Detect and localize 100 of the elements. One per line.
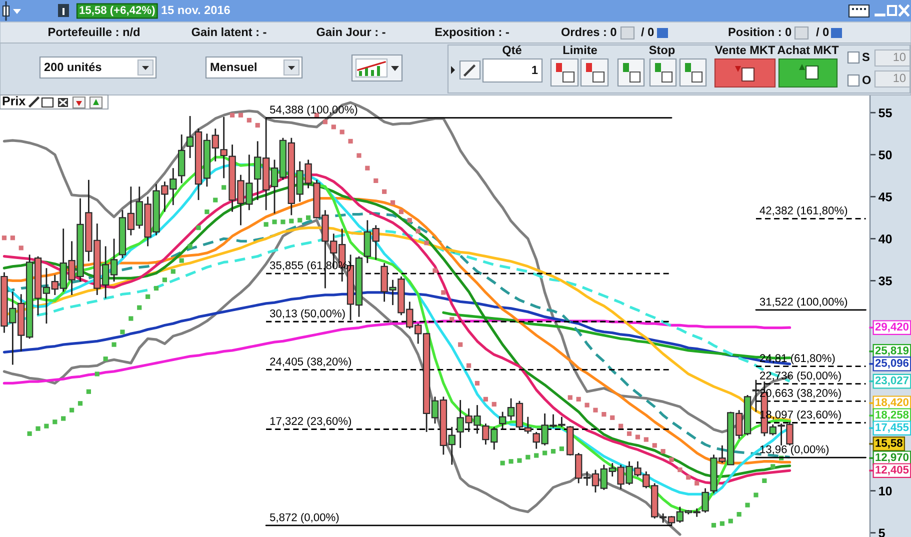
point bbox=[508, 459, 514, 464]
point bbox=[264, 222, 268, 227]
point bbox=[356, 153, 362, 158]
series-label: 5,872 (0,00%) bbox=[270, 513, 339, 524]
point bbox=[94, 372, 100, 376]
point bbox=[660, 448, 666, 454]
point bbox=[322, 120, 328, 124]
text: 1 bbox=[532, 66, 538, 74]
point bbox=[238, 112, 244, 118]
point bbox=[694, 480, 700, 486]
point bbox=[432, 268, 438, 273]
series-label: 24,81 (61,80%) bbox=[760, 354, 835, 364]
series-label: 30,13 (50,00%) bbox=[270, 309, 345, 320]
text: 10 bbox=[894, 52, 906, 62]
text: Vente MKT bbox=[714, 46, 776, 54]
point bbox=[103, 356, 108, 362]
text: Ordres : 0 bbox=[561, 28, 616, 36]
point bbox=[204, 210, 210, 214]
point bbox=[255, 122, 260, 128]
text: 25,819 bbox=[875, 346, 909, 356]
point bbox=[542, 450, 548, 456]
point bbox=[154, 286, 159, 291]
text: Position : 0 bbox=[728, 28, 792, 36]
chart-title: Prix bbox=[2, 96, 26, 106]
text: Mensuel bbox=[210, 62, 256, 72]
text: 23,027 bbox=[875, 376, 908, 386]
series-label: 54,388 (100,00%) bbox=[270, 105, 358, 116]
point bbox=[86, 389, 91, 394]
point bbox=[18, 246, 24, 250]
point bbox=[568, 395, 572, 400]
point bbox=[340, 130, 344, 134]
candlestick bbox=[752, 379, 760, 412]
text: S bbox=[862, 52, 870, 62]
y-tick-label: 55 bbox=[878, 108, 892, 118]
point bbox=[222, 185, 226, 190]
point bbox=[576, 396, 581, 402]
point bbox=[550, 448, 556, 454]
candlestick bbox=[220, 116, 228, 179]
point bbox=[179, 258, 184, 263]
point bbox=[754, 492, 758, 498]
point bbox=[36, 426, 40, 431]
point bbox=[517, 458, 522, 463]
text: Achat MKT bbox=[777, 46, 839, 54]
point bbox=[78, 401, 83, 406]
point bbox=[52, 420, 58, 424]
point bbox=[10, 236, 15, 240]
point bbox=[289, 218, 294, 224]
point bbox=[416, 228, 420, 234]
point bbox=[120, 330, 125, 334]
point bbox=[626, 431, 632, 436]
point bbox=[762, 478, 767, 484]
point bbox=[407, 218, 412, 223]
point bbox=[196, 225, 201, 230]
text: 10 bbox=[894, 74, 906, 82]
y-tick-label: 45 bbox=[878, 192, 892, 202]
point bbox=[188, 244, 192, 249]
point bbox=[390, 200, 396, 205]
point bbox=[492, 402, 496, 407]
y-tick-label: 50 bbox=[878, 150, 892, 160]
point bbox=[137, 305, 142, 310]
series-label: 13,96 (0,00%) bbox=[760, 445, 829, 456]
point bbox=[441, 290, 446, 295]
point bbox=[230, 112, 235, 118]
point bbox=[146, 294, 150, 299]
text: 15,58 bbox=[876, 439, 902, 448]
point bbox=[246, 118, 252, 123]
point bbox=[593, 408, 598, 412]
text: / 0 bbox=[816, 28, 829, 36]
point bbox=[458, 342, 463, 347]
point bbox=[280, 220, 286, 224]
point bbox=[720, 521, 724, 526]
point bbox=[669, 457, 674, 462]
point bbox=[483, 396, 488, 402]
point bbox=[559, 446, 564, 452]
y-tick-label: 5 bbox=[878, 528, 885, 537]
point bbox=[44, 424, 49, 428]
point bbox=[618, 424, 624, 428]
text: / 0 bbox=[641, 28, 654, 36]
text: 12,405 bbox=[876, 466, 909, 476]
point bbox=[213, 198, 218, 202]
text: Gain latent : - bbox=[192, 28, 266, 36]
point bbox=[374, 178, 378, 184]
point bbox=[2, 236, 7, 240]
text: Portefeuille : n/d bbox=[48, 28, 140, 36]
point bbox=[162, 278, 168, 282]
candlestick bbox=[498, 411, 506, 430]
point bbox=[644, 437, 648, 442]
y-tick-label: 35 bbox=[878, 276, 892, 286]
text: 18,258 bbox=[876, 410, 909, 420]
text: 29,420 bbox=[875, 322, 909, 332]
text: O bbox=[862, 76, 871, 84]
point bbox=[331, 124, 336, 130]
point bbox=[466, 363, 472, 368]
series-label: 31,522 (100,00%) bbox=[760, 297, 848, 308]
point bbox=[27, 431, 32, 436]
point bbox=[170, 269, 176, 274]
text: Stop bbox=[649, 46, 675, 56]
point bbox=[112, 342, 116, 347]
series-label: 24,405 (38,20%) bbox=[270, 357, 352, 368]
point bbox=[69, 408, 74, 412]
